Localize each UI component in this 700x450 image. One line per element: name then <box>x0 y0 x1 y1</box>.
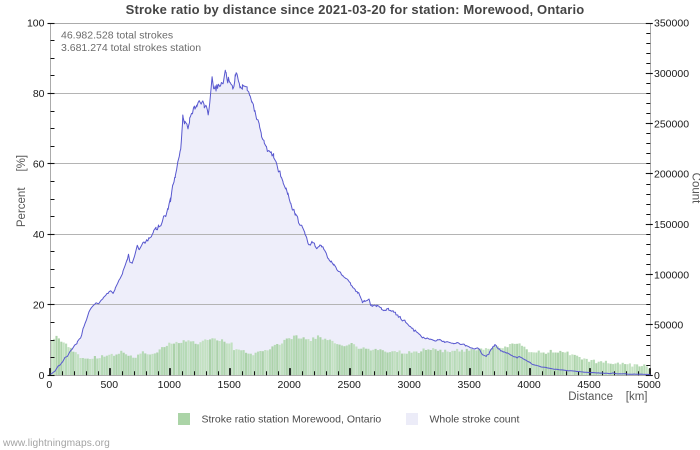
svg-text:300000: 300000 <box>654 68 689 80</box>
svg-text:500: 500 <box>101 379 119 391</box>
svg-text:Stroke ratio by distance since: Stroke ratio by distance since 2021-03-2… <box>126 2 585 17</box>
svg-text:Count: Count <box>690 173 700 204</box>
svg-text:3.681.274 total strokes statio: 3.681.274 total strokes station <box>61 42 201 54</box>
svg-text:Distance [km]: Distance [km] <box>568 391 647 403</box>
svg-text:Whole stroke count: Whole stroke count <box>430 414 520 426</box>
svg-text:Percent [%]: Percent [%] <box>16 155 28 227</box>
svg-text:250000: 250000 <box>654 118 689 130</box>
svg-text:80: 80 <box>33 88 45 100</box>
svg-text:0: 0 <box>654 370 660 382</box>
svg-text:1500: 1500 <box>218 379 242 391</box>
svg-text:0: 0 <box>46 379 52 391</box>
svg-text:2000: 2000 <box>278 379 302 391</box>
svg-text:46.982.528 total strokes: 46.982.528 total strokes <box>61 30 173 42</box>
svg-text:5000: 5000 <box>637 379 661 391</box>
svg-text:3500: 3500 <box>458 379 482 391</box>
svg-text:50000: 50000 <box>654 320 683 332</box>
svg-text:350000: 350000 <box>654 18 689 30</box>
svg-text:150000: 150000 <box>654 219 689 231</box>
svg-text:100: 100 <box>27 18 45 30</box>
svg-text:3000: 3000 <box>398 379 422 391</box>
svg-text:20: 20 <box>33 300 45 312</box>
svg-text:2500: 2500 <box>338 379 362 391</box>
svg-text:4500: 4500 <box>577 379 601 391</box>
svg-text:www.lightningmaps.org: www.lightningmaps.org <box>2 438 110 449</box>
svg-text:40: 40 <box>33 229 45 241</box>
svg-text:1000: 1000 <box>158 379 182 391</box>
svg-text:0: 0 <box>39 370 45 382</box>
svg-text:Stroke ratio station Morewood,: Stroke ratio station Morewood, Ontario <box>202 414 382 426</box>
svg-text:60: 60 <box>33 159 45 171</box>
svg-text:200000: 200000 <box>654 169 689 181</box>
svg-text:4000: 4000 <box>517 379 541 391</box>
svg-text:100000: 100000 <box>654 269 689 281</box>
